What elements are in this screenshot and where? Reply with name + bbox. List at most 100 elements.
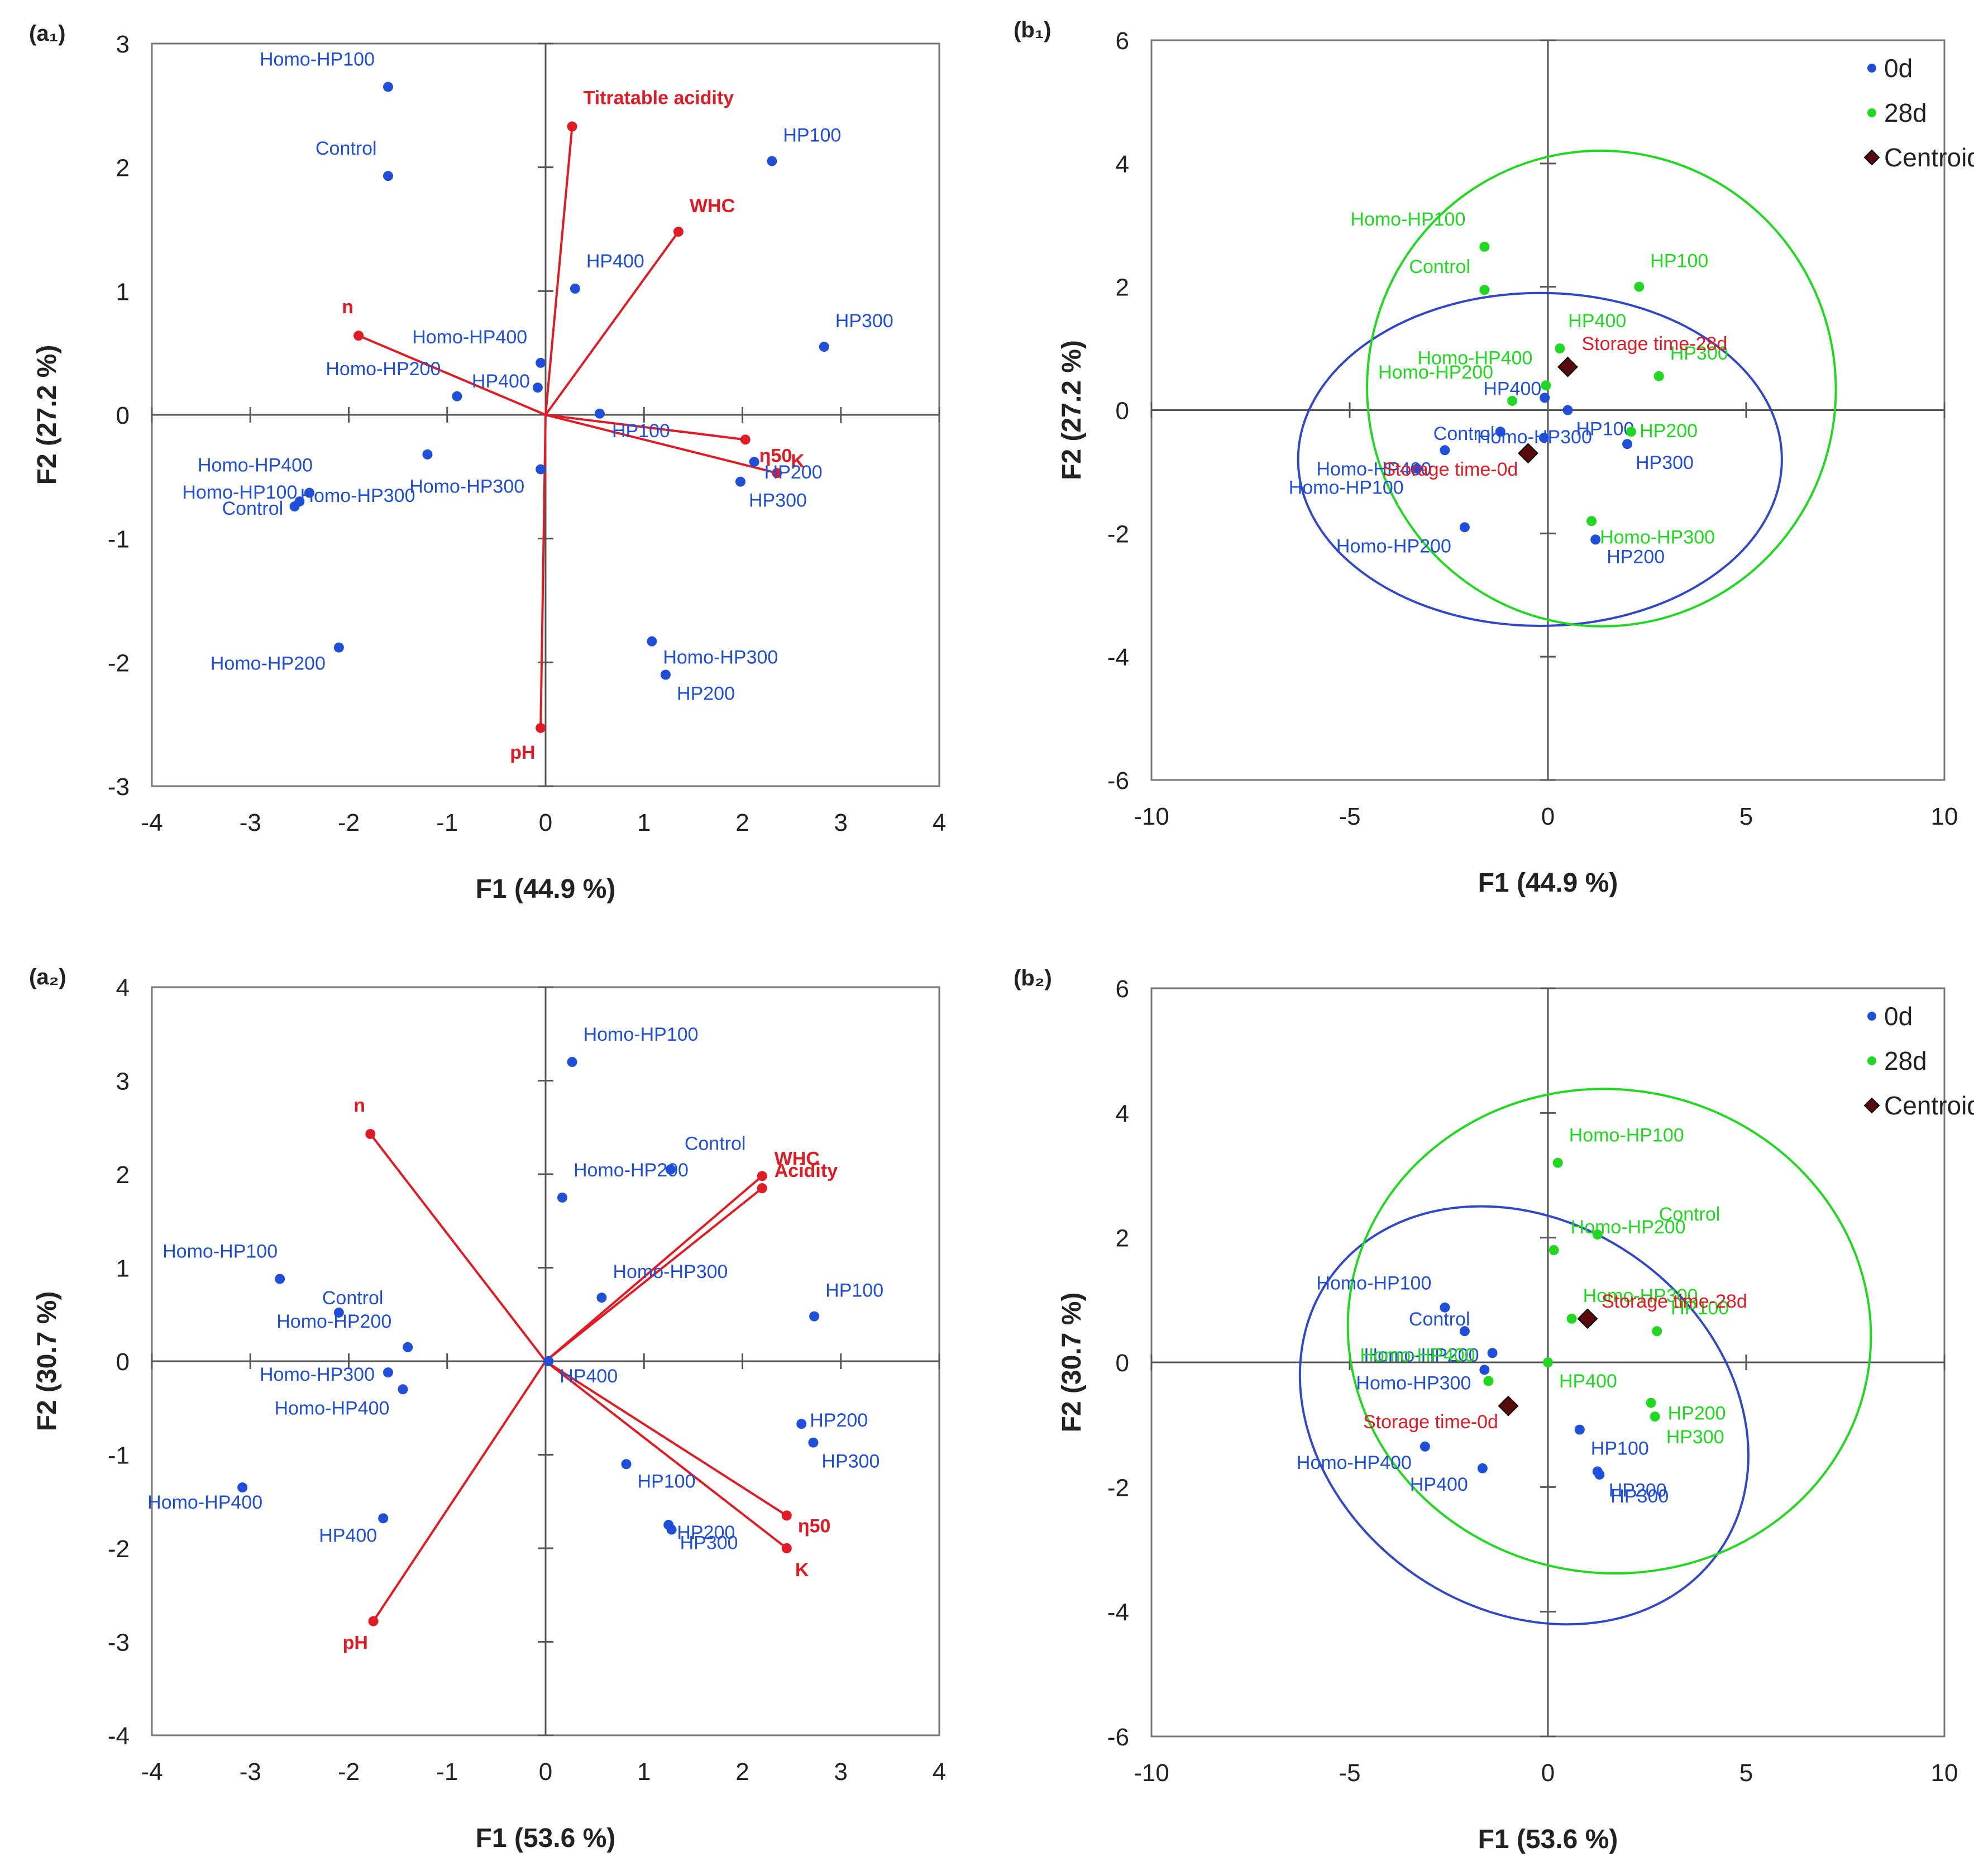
variable-point (567, 121, 577, 132)
panel-label: (a₂) (29, 965, 66, 989)
x-tick-label: 3 (834, 809, 848, 836)
observation-label: Homo-HP200 (276, 1311, 391, 1332)
x-axis-title: F1 (44.9 %) (476, 874, 616, 904)
observation-label: HP200 (764, 462, 823, 483)
observation-point (557, 1192, 567, 1203)
point-28d (1653, 371, 1664, 381)
centroid-marker (1557, 356, 1578, 377)
observation-label: Homo-HP300 (260, 1364, 375, 1385)
point-label: Control (1433, 423, 1495, 444)
point-label: Homo-HP400 (1360, 1345, 1475, 1366)
observation-label: HP300 (680, 1533, 738, 1554)
observation-label: Homo-HP200 (211, 653, 326, 674)
observation-point (532, 382, 543, 393)
x-tick-label: 3 (834, 1758, 848, 1786)
x-tick-label: -2 (338, 809, 360, 836)
observation-point (665, 1164, 676, 1175)
panel-label: (b₁) (1014, 18, 1051, 42)
variable-label: WHC (775, 1148, 820, 1169)
observation-point (749, 457, 759, 467)
x-tick-label: -10 (1134, 803, 1169, 830)
point-28d (1586, 516, 1597, 527)
observation-point (661, 669, 671, 680)
observation-point (808, 1437, 819, 1448)
variable-label: η50 (798, 1515, 831, 1537)
legend-label: 28d (1884, 1046, 1927, 1075)
observation-point (536, 464, 546, 475)
legend-centroid-marker (1863, 1097, 1880, 1114)
variable-label: WHC (690, 195, 735, 217)
centroid-marker (1577, 1308, 1598, 1329)
observation-label: Control (222, 498, 284, 519)
point-28d (1552, 1157, 1563, 1168)
point-28d (1634, 281, 1645, 292)
x-tick-label: 0 (1541, 1759, 1555, 1787)
point-label: Homo-HP100 (1316, 1273, 1431, 1294)
legend-marker-28d (1867, 1056, 1876, 1065)
point-label: Homo-HP300 (1600, 527, 1715, 548)
point-0d (1459, 522, 1470, 533)
variable-vector (545, 414, 746, 441)
observation-label: Homo-HP100 (260, 49, 375, 70)
x-tick-label: -4 (141, 1758, 162, 1786)
observation-point (403, 1342, 413, 1352)
point-label: HP100 (1576, 419, 1634, 440)
point-28d (1479, 241, 1490, 252)
variable-point (781, 1543, 792, 1553)
y-tick-label: 4 (1116, 151, 1129, 178)
point-28d (1548, 1245, 1559, 1255)
variable-point (365, 1128, 376, 1139)
x-tick-label: 5 (1739, 803, 1753, 830)
variable-label: n (353, 1095, 365, 1116)
point-28d (1592, 1229, 1603, 1240)
variable-point (757, 1183, 767, 1194)
y-tick-label: 2 (116, 155, 130, 182)
x-tick-label: -1 (436, 1758, 458, 1786)
point-label: HP400 (1410, 1474, 1468, 1495)
observation-label: Homo-HP300 (300, 485, 415, 506)
point-0d (1412, 463, 1422, 474)
variable-point (368, 1616, 379, 1626)
y-tick-label: -3 (108, 1629, 130, 1657)
observation-label: Homo-HP100 (182, 482, 297, 503)
point-label: Homo-HP400 (1417, 347, 1532, 368)
variable-point (740, 434, 751, 445)
observation-label: Homo-HP400 (147, 1492, 262, 1513)
variable-vector (358, 334, 546, 416)
x-tick-label: -3 (240, 809, 261, 836)
observation-point (596, 1293, 607, 1303)
point-28d (1646, 1398, 1656, 1408)
observation-label: Homo-HP400 (412, 327, 527, 348)
observation-point (796, 1419, 807, 1429)
point-label: Homo-HP200 (1378, 362, 1493, 383)
variable-label: pH (510, 742, 535, 763)
point-0d (1440, 1302, 1450, 1313)
legend-marker-28d (1867, 108, 1876, 117)
observation-point (398, 1384, 408, 1395)
point-label: Control (1409, 1309, 1470, 1330)
point-28d (1507, 395, 1518, 406)
point-label: HP300 (1610, 1486, 1669, 1507)
point-0d (1419, 1441, 1430, 1452)
y-tick-label: 6 (1116, 27, 1129, 55)
observation-label: Homo-HP200 (573, 1160, 689, 1181)
point-28d (1543, 1357, 1553, 1367)
observation-label: Homo-HP100 (584, 1024, 699, 1045)
observation-label: Homo-HP100 (162, 1241, 278, 1262)
observation-label: HP100 (638, 1471, 696, 1492)
point-0d (1495, 427, 1505, 437)
centroid-label: Storage time-0d (1383, 459, 1518, 480)
variable-label: Titratable acidity (584, 88, 734, 109)
observation-point (594, 408, 605, 419)
observation-label: Control (322, 1288, 384, 1309)
point-0d (1538, 433, 1549, 443)
x-axis-title: F1 (53.6 %) (476, 1824, 616, 1853)
observation-label: HP100 (783, 125, 841, 146)
point-label: HP400 (1568, 310, 1626, 332)
observation-point (543, 1356, 554, 1366)
observation-point (333, 1307, 344, 1318)
observation-label: HP200 (677, 683, 735, 705)
point-0d (1477, 1463, 1488, 1473)
x-tick-label: 2 (735, 809, 749, 836)
point-0d (1459, 1326, 1470, 1337)
